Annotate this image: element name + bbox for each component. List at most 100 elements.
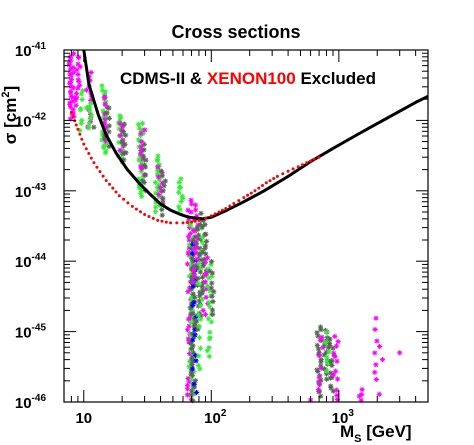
- scan-point-star: [123, 150, 129, 156]
- scan-point-star: [193, 240, 200, 246]
- scan-point-star: [316, 380, 322, 386]
- scan-point-star: [333, 343, 340, 349]
- scan-point-star: [117, 132, 123, 139]
- scan-point-star: [197, 345, 204, 351]
- y-tick-label: 10-45: [15, 323, 47, 342]
- limit-curve-dot: [156, 218, 160, 222]
- scan-point-star: [197, 269, 203, 275]
- scan-point-star: [140, 178, 146, 184]
- scan-point-star: [68, 89, 74, 95]
- scan-point-star: [208, 319, 214, 325]
- scan-point-star: [334, 376, 341, 382]
- scan-point-star: [75, 61, 81, 67]
- scan-point-star: [193, 352, 199, 359]
- scan-point-star: [70, 106, 76, 112]
- scan-point-star: [179, 193, 185, 199]
- scan-point-star: [195, 362, 201, 369]
- scan-point-star: [117, 113, 123, 119]
- scan-point-star: [83, 105, 90, 111]
- scan-point-star: [87, 108, 93, 114]
- scan-point-star: [141, 141, 147, 147]
- scan-point-star: [195, 312, 201, 318]
- scan-point-star: [188, 231, 194, 237]
- scan-point-star: [207, 268, 213, 274]
- scan-point-star: [91, 124, 97, 130]
- scan-point-star: [372, 369, 378, 375]
- limit-curve-dot: [76, 127, 80, 131]
- scan-point-star: [188, 340, 194, 347]
- scan-point-star: [191, 381, 197, 387]
- scan-point-star: [104, 110, 110, 116]
- scan-point-star: [79, 96, 85, 103]
- limit-curve-dot: [147, 215, 151, 218]
- scan-point-star: [102, 117, 108, 123]
- scan-point-star: [204, 238, 210, 244]
- limit-curve-dot: [275, 174, 279, 178]
- scan-point-star: [379, 357, 386, 363]
- scan-point-star: [138, 163, 144, 169]
- scan-point-star: [160, 188, 166, 194]
- exclusion-annotation: CDMS-II & XENON100 Excluded: [120, 69, 376, 88]
- scan-point-star: [154, 157, 160, 163]
- limit-curve-dot: [261, 184, 264, 187]
- scan-point-star: [373, 362, 379, 368]
- limit-curve-dot: [78, 132, 82, 136]
- scan-point-star: [328, 383, 334, 389]
- limit-curve-solid: [82, 49, 429, 221]
- scan-point-star: [77, 64, 83, 70]
- scan-point-star: [162, 178, 168, 184]
- scan-point-star: [209, 307, 216, 313]
- scan-point-star: [316, 374, 322, 380]
- scan-points-layer: [66, 51, 403, 404]
- scan-point-star: [188, 286, 194, 292]
- scan-point-star: [202, 243, 209, 249]
- limit-curve-dot: [281, 172, 285, 176]
- plot-frame: [63, 49, 429, 403]
- scan-point-star: [106, 115, 112, 121]
- scan-point-star: [123, 132, 129, 138]
- limit-curve-dot: [111, 186, 115, 190]
- scan-point-star: [143, 172, 149, 178]
- scan-point-star: [330, 345, 336, 351]
- scan-point-star: [319, 334, 325, 340]
- scan-point-star: [159, 173, 165, 179]
- scan-point-star: [209, 273, 215, 280]
- scan-point-star: [176, 204, 182, 210]
- limit-curve-dot: [95, 165, 99, 169]
- scan-point-star: [192, 273, 198, 279]
- scan-point-star: [155, 164, 161, 170]
- scan-point-star: [198, 316, 204, 322]
- scan-point-star: [141, 162, 148, 168]
- limit-curve-dot: [139, 210, 142, 214]
- limit-curve-dot: [151, 216, 155, 220]
- scan-point-star: [76, 54, 82, 60]
- limit-curve-dot: [84, 147, 88, 151]
- scan-point-star: [159, 212, 165, 218]
- scan-point-star: [203, 294, 209, 300]
- annotation-text-xenon: XENON100: [207, 69, 296, 88]
- scan-point-star: [119, 139, 125, 145]
- scan-point-star: [121, 121, 127, 127]
- limit-curve-dotted: [69, 110, 321, 225]
- limit-curve-dot: [175, 221, 179, 225]
- scan-point-star: [327, 336, 333, 342]
- limit-curve-dot: [98, 170, 102, 174]
- scan-point-star: [198, 210, 204, 216]
- annotation-text-excluded: Excluded: [296, 69, 376, 88]
- limit-curve-dot: [232, 202, 236, 205]
- scan-point-star: [196, 335, 203, 341]
- scan-point-star: [99, 87, 106, 93]
- scan-point-star: [78, 106, 84, 112]
- scan-point-star: [207, 329, 213, 335]
- scan-point-star: [73, 90, 80, 96]
- limit-curve-dot: [130, 204, 134, 208]
- scan-point-star: [329, 362, 335, 369]
- annotation-text-cdms: CDMS-II &: [120, 69, 207, 88]
- scan-point-star: [190, 311, 196, 317]
- scan-point-star: [202, 279, 208, 285]
- scan-point-star: [195, 280, 201, 286]
- limit-curve-dot: [185, 221, 189, 224]
- scan-point-star: [203, 231, 209, 237]
- scan-point-star: [189, 366, 195, 372]
- limit-curve-dot: [305, 161, 309, 165]
